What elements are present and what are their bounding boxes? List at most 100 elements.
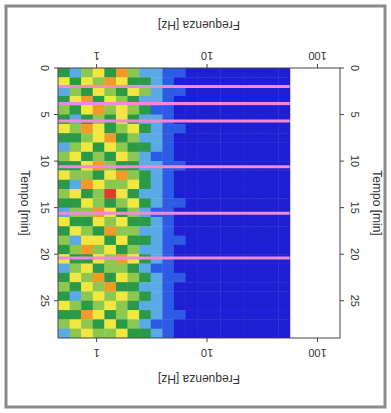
cell xyxy=(70,226,82,236)
cell xyxy=(58,264,70,274)
cell xyxy=(93,217,105,227)
cell xyxy=(278,319,290,329)
cell xyxy=(151,142,163,152)
cell xyxy=(116,329,128,338)
cell xyxy=(104,115,116,125)
cell xyxy=(70,105,82,115)
cell xyxy=(278,170,290,180)
cell xyxy=(70,152,82,162)
cell xyxy=(278,236,290,246)
cell xyxy=(185,226,197,236)
cell xyxy=(255,180,267,190)
cell xyxy=(58,142,70,152)
cell xyxy=(162,282,174,292)
cell xyxy=(128,310,140,320)
data-gap xyxy=(58,165,290,168)
cell xyxy=(220,68,232,78)
cell xyxy=(93,133,105,143)
cell xyxy=(220,115,232,125)
cell xyxy=(93,142,105,152)
cell xyxy=(139,329,151,338)
cell xyxy=(58,115,70,125)
cell xyxy=(278,68,290,78)
cell xyxy=(267,198,279,208)
cell xyxy=(174,217,186,227)
tick xyxy=(317,64,318,68)
tick-label: 1 xyxy=(94,50,100,62)
cell xyxy=(267,189,279,199)
cell xyxy=(81,142,93,152)
cell xyxy=(232,189,244,199)
cell xyxy=(139,105,151,115)
tick xyxy=(207,64,208,68)
cell xyxy=(81,180,93,190)
cell xyxy=(278,282,290,292)
cell xyxy=(151,170,163,180)
cell xyxy=(278,180,290,190)
cell xyxy=(255,273,267,283)
cell xyxy=(162,329,174,338)
cell xyxy=(93,180,105,190)
tick xyxy=(54,161,58,162)
axis-title: Frequenza [Hz] xyxy=(158,372,240,386)
cell xyxy=(209,310,221,320)
tick-label: 15 xyxy=(349,202,361,214)
cell xyxy=(209,236,221,246)
cell xyxy=(174,301,186,311)
cell xyxy=(58,124,70,134)
cell xyxy=(244,310,256,320)
tick-label: 0 xyxy=(349,65,361,71)
cell xyxy=(174,319,186,329)
cell xyxy=(220,170,232,180)
cell xyxy=(197,68,209,78)
cell xyxy=(70,273,82,283)
cell xyxy=(255,133,267,143)
cell xyxy=(185,282,197,292)
cell xyxy=(209,217,221,227)
cell xyxy=(267,68,279,78)
cell xyxy=(116,291,128,301)
cell xyxy=(162,226,174,236)
cell xyxy=(174,124,186,134)
plot-area xyxy=(58,68,340,338)
cell xyxy=(128,105,140,115)
cell xyxy=(185,170,197,180)
cell xyxy=(58,291,70,301)
cell xyxy=(267,180,279,190)
cell xyxy=(151,245,163,255)
cell xyxy=(209,115,221,125)
cell xyxy=(244,319,256,329)
cell xyxy=(162,273,174,283)
tick-label: 10 xyxy=(39,155,51,167)
cell xyxy=(244,245,256,255)
cell xyxy=(128,180,140,190)
cell xyxy=(151,189,163,199)
cell xyxy=(267,291,279,301)
cell xyxy=(116,124,128,134)
cell xyxy=(128,245,140,255)
cell xyxy=(244,217,256,227)
cell xyxy=(232,133,244,143)
cell xyxy=(128,226,140,236)
cell xyxy=(220,152,232,162)
cell xyxy=(255,329,267,338)
cell xyxy=(139,198,151,208)
cell xyxy=(220,226,232,236)
cell xyxy=(116,217,128,227)
cell xyxy=(267,264,279,274)
cell xyxy=(244,142,256,152)
tick-label: 15 xyxy=(39,202,51,214)
cell xyxy=(162,68,174,78)
cell xyxy=(255,310,267,320)
cell xyxy=(232,245,244,255)
cell xyxy=(185,124,197,134)
cell xyxy=(209,180,221,190)
tick xyxy=(54,254,58,255)
cell xyxy=(116,310,128,320)
cell xyxy=(58,245,70,255)
cell xyxy=(244,180,256,190)
cell xyxy=(267,226,279,236)
cell xyxy=(151,236,163,246)
cell xyxy=(116,198,128,208)
cell xyxy=(185,236,197,246)
